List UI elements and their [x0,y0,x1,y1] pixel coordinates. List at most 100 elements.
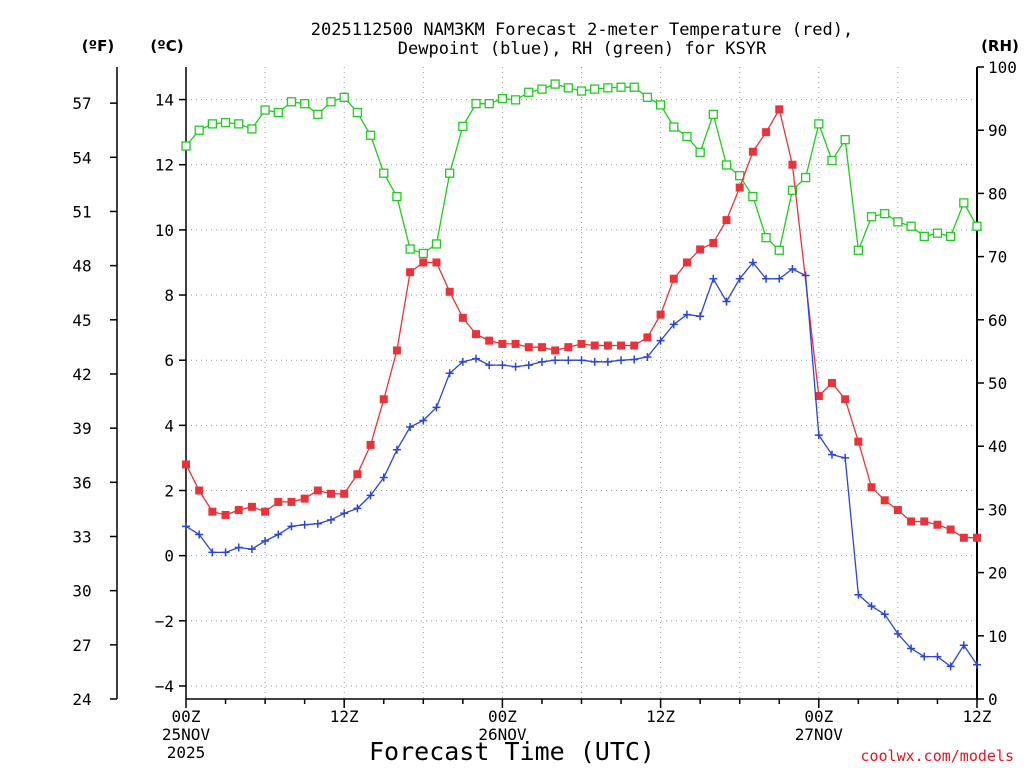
dewpoint-point [841,453,850,462]
rh-point [537,84,547,94]
dewpoint-point [274,530,283,539]
dewpoint-point [920,652,929,661]
rh-point [563,83,573,93]
rh-point [339,92,349,102]
dewpoint-point [630,355,639,364]
time-tick-label: 12Z [330,707,359,726]
celsius-tick-label: −2 [155,612,174,631]
rh-point [273,107,283,118]
temperature-point [234,506,243,515]
temperature-point [867,483,876,492]
celsius-tick-label: 4 [164,416,174,435]
rh-point [682,131,692,142]
fahrenheit-unit-label: (ºF) [82,37,114,55]
rh-point [524,87,534,97]
dewpoint-point [617,356,626,365]
rh-point [431,239,442,249]
rh-point [220,117,231,128]
rh-point [695,147,705,157]
dewpoint-point [221,548,230,557]
rh-point [708,109,718,120]
rh-point [893,217,903,227]
time-tick-label: 2025 [167,743,206,762]
x-axis-title: Forecast Time (UTC) [369,737,655,766]
time-tick-label: 26NOV [478,725,527,744]
rh-point [181,141,191,151]
dewpoint-point [867,602,876,611]
rh-point [576,86,587,96]
dewpoint-point [959,641,968,650]
temperature-point [669,274,678,283]
rh-point [286,97,297,107]
temperature-point [498,339,507,348]
dewpoint-point [709,274,718,283]
dewpoint-point [564,356,573,365]
rh-point [906,221,916,231]
temperature-point [392,346,401,355]
temperature-point [366,440,375,449]
time-tick-label: 00Z [172,707,201,726]
temperature-point [722,216,731,225]
chart-title-line1: 2025112500 NAM3KM Forecast 2-meter Tempe… [311,20,853,40]
dewpoint-point [261,537,270,545]
rh-tick-label: 90 [988,121,1007,140]
temperature-point [221,510,230,519]
rh-point [748,191,758,202]
rh-point [972,221,982,231]
dewpoint-point [696,312,705,321]
temperature-point [182,460,190,469]
rh-point [234,119,244,129]
temperature-point [762,128,771,137]
celsius-tick-label: 14 [155,91,174,110]
rh-tick-label: 0 [988,690,998,709]
rh-point [853,245,863,255]
temperature-point [735,183,744,192]
temperature-point [472,330,481,339]
dewpoint-point [907,644,916,653]
temperature-point [340,489,349,498]
rh-point [603,83,613,93]
dewpoint-point [775,274,784,283]
dewpoint-point [577,356,586,365]
rh-tick-label: 30 [988,500,1007,519]
dewpoint-point [353,504,362,513]
temperature-point [946,525,955,534]
series-dewpoint [182,258,981,671]
dewpoint-point [472,354,481,363]
rh-point [880,208,890,219]
rh-point [260,105,270,115]
fahrenheit-tick-label: 48 [72,257,91,276]
temperature-point [247,502,256,511]
dewpoint-point [933,652,942,661]
dewpoint-point [445,369,454,378]
temperature-point [748,147,757,156]
temperature-point [682,258,691,267]
temperature-point [709,238,718,247]
rh-tick-label: 10 [988,627,1007,646]
rh-tick-label: 60 [988,311,1007,330]
rh-point [313,109,323,120]
dewpoint-point [366,491,375,500]
dewpoint-point [735,274,744,283]
temperature-point [379,395,388,404]
celsius-tick-label: 10 [155,221,174,240]
temperature-point [880,496,889,505]
temperature-point [551,346,560,355]
dewpoint-point [340,509,349,518]
chart-title-line2: Dewpoint (blue), RH (green) for KSYR [398,39,767,59]
time-tick-label: 27NOV [795,725,844,744]
dewpoint-point [603,357,612,366]
credit-label: coolwx.com/models [860,747,1014,765]
temperature-point [827,379,836,387]
time-tick-label: 00Z [488,707,517,726]
dewpoint-point [234,543,243,552]
fahrenheit-tick-label: 24 [72,690,91,709]
celsius-tick-label: 0 [164,547,174,566]
rh-point [761,232,771,243]
temperature-point [274,497,283,506]
rh-point [207,119,218,129]
rh-point [827,155,837,166]
dewpoint-point [247,545,256,554]
rh-point [629,82,639,92]
